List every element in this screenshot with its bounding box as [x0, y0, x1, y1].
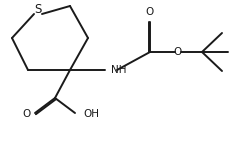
- Text: NH: NH: [111, 65, 127, 75]
- Text: O: O: [23, 109, 31, 119]
- Text: S: S: [34, 3, 42, 16]
- Text: O: O: [174, 47, 182, 57]
- Text: O: O: [146, 7, 154, 17]
- Text: OH: OH: [83, 109, 99, 119]
